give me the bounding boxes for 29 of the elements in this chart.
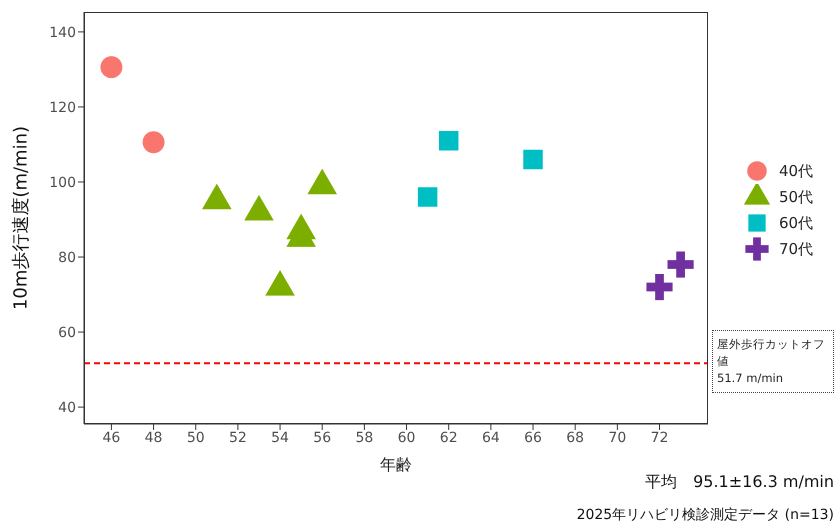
x-tick-label: 72 [650,430,668,446]
y-tick-label: 140 [49,24,76,41]
x-tick-label: 60 [398,430,416,446]
legend-label: 70代 [779,240,814,258]
x-tick-label: 70 [608,430,626,446]
x-tick-label: 64 [482,430,500,446]
x-tick-label: 68 [566,430,584,446]
x-axis-title: 年齢 [380,455,412,474]
x-tick-label: 66 [524,430,542,446]
x-tick-label: 62 [440,430,458,446]
legend-label: 60代 [779,214,814,232]
y-tick-label: 100 [49,174,76,191]
y-tick-label: 80 [58,250,76,266]
legend-label: 40代 [779,162,814,180]
text: 平均 95.1±16.3 m/min [645,472,834,493]
ref-line-label: 屋外歩行カットオフ値 51.7 m/min [712,330,834,393]
x-tick-label: 46 [102,430,120,446]
y-tick-label: 60 [58,325,76,342]
x-tick-label: 50 [186,430,205,446]
y-axis-title: 10m歩行速度(m/min) [10,126,32,310]
text: 2025年リハビリ検診測定データ (n=13) [576,506,834,524]
x-tick-label: 48 [144,430,162,446]
x-tick-label: 56 [313,430,332,446]
x-tick-label: 54 [271,430,290,446]
x-tick-label: 58 [355,430,374,446]
x-tick-label: 52 [228,430,247,446]
y-tick-label: 40 [58,400,76,416]
legend-label: 50代 [779,188,814,206]
y-tick-label: 120 [49,100,76,116]
